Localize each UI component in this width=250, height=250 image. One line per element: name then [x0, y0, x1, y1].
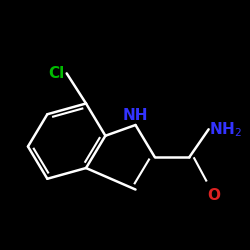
- Text: NH$_2$: NH$_2$: [209, 120, 242, 139]
- Text: O: O: [208, 188, 220, 204]
- Text: NH: NH: [123, 108, 148, 123]
- Text: Cl: Cl: [48, 66, 64, 81]
